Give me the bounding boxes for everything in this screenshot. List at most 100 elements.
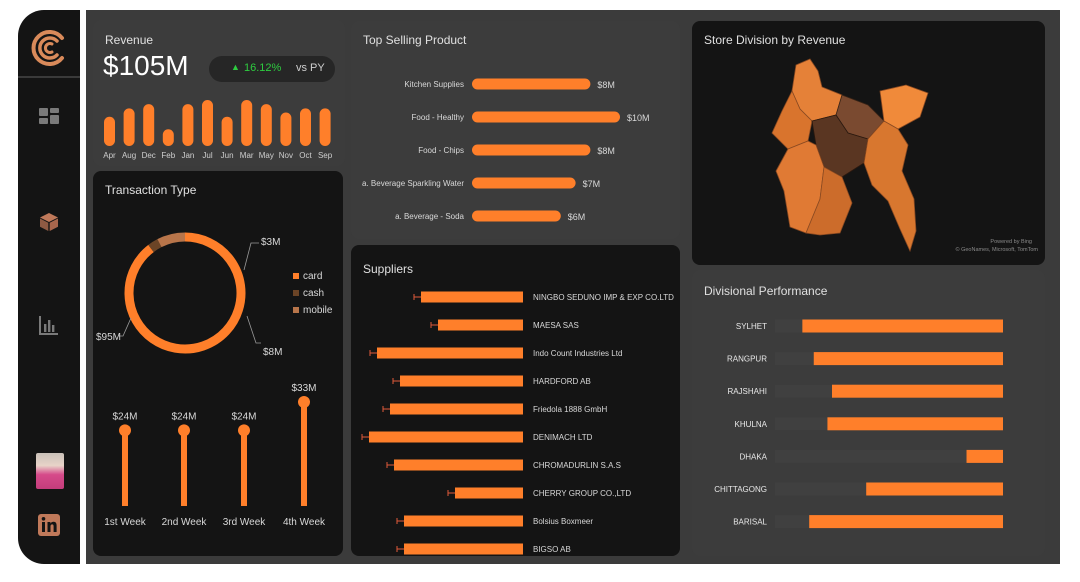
- product-label: a. Beverage Sparkling Water: [362, 179, 464, 188]
- products-chart: Kitchen Supplies $8M Food - Healthy $10M Foo…: [362, 78, 650, 222]
- divisions-title: Divisional Performance: [704, 284, 828, 298]
- product-value: $8M: [597, 80, 615, 90]
- week-label: 2nd Week: [162, 517, 208, 528]
- supplier-label: DENIMACH LTD: [533, 433, 593, 442]
- transaction-card: Transaction Type $3M $8M $95M card cash mobil…: [93, 171, 343, 556]
- divisions-card: Divisional Performance SYLHET RANGPUR RAJS…: [692, 270, 1045, 556]
- month-label: Jun: [221, 151, 234, 160]
- month-label: Nov: [279, 151, 293, 160]
- month-label: Jan: [181, 151, 194, 160]
- revenue-title: Revenue: [105, 33, 154, 47]
- division-fill: [813, 352, 1003, 366]
- supplier-label: CHROMADURLIN S.A.S: [533, 461, 621, 470]
- supplier-bar: [369, 431, 523, 443]
- leader-line-card: [119, 317, 132, 337]
- map-credit-line2: © GeoNames, Microsoft, TomTom: [956, 246, 1039, 253]
- legend-label-mobile: mobile: [303, 305, 333, 316]
- revenue-month-chart: Apr Aug Dec Feb Jan Jul Jun Mar May Nov Oct Sep: [103, 100, 333, 160]
- revenue-bar-oct: [300, 108, 311, 146]
- linkedin-icon[interactable]: [37, 513, 61, 537]
- bar-chart-nav-icon[interactable]: [37, 313, 61, 337]
- week-stem-3: [241, 430, 247, 506]
- divisions-chart: SYLHET RANGPUR RAJSHAHI KHULNA DHAKA CHITTAGO…: [714, 319, 1003, 529]
- revenue-bar-jul: [202, 100, 213, 146]
- growth-pill: ▲ 16.12% vs PY: [209, 56, 335, 82]
- week-dot-2: [178, 424, 190, 437]
- leader-line-cash: [243, 242, 259, 271]
- revenue-bar-dec: [143, 104, 155, 146]
- product-value: $10M: [627, 113, 650, 123]
- supplier-bar: [390, 403, 523, 415]
- map-title: Store Division by Revenue: [704, 33, 846, 47]
- supplier-label: NINGBO SEDUNO IMP & EXP CO.LTD: [533, 293, 674, 302]
- supplier-label: Bolsius Boxmeer: [533, 517, 593, 526]
- revenue-bar-sep: [319, 108, 331, 146]
- division-fill: [809, 515, 1003, 529]
- dashboard-nav-icon[interactable]: [37, 105, 61, 129]
- product-bar: [472, 144, 591, 156]
- products-card: Top Selling Product Kitchen Supplies $8M F…: [351, 21, 680, 239]
- product-label: Kitchen Supplies: [404, 80, 464, 89]
- brand-logo-icon: [31, 30, 64, 66]
- product-value: $7M: [583, 179, 601, 189]
- product-bar: [472, 210, 561, 222]
- donut-slice-cash: [148, 239, 162, 253]
- growth-percent: 16.12%: [244, 62, 282, 74]
- month-label: Sep: [318, 151, 333, 160]
- up-arrow-icon: ▲: [231, 62, 240, 72]
- bangladesh-map[interactable]: Powered by Bing © GeoNames, Microsoft, T…: [692, 21, 1045, 265]
- suppliers-title: Suppliers: [363, 262, 414, 276]
- region-barisal: [805, 166, 853, 236]
- division-label: DHAKA: [739, 452, 767, 461]
- month-label: Apr: [103, 151, 116, 160]
- division-label: SYLHET: [736, 322, 767, 331]
- map-card: Store Division by Revenue Powered by Bin…: [692, 21, 1045, 265]
- revenue-bar-mar: [241, 100, 253, 146]
- product-value: $8M: [597, 146, 615, 156]
- supplier-bar: [377, 347, 523, 359]
- supplier-bar: [400, 375, 523, 387]
- month-label: Feb: [161, 151, 175, 160]
- supplier-bar: [455, 487, 523, 499]
- revenue-bar-apr: [104, 116, 115, 146]
- map-credit-line1: Powered by Bing: [990, 239, 1032, 245]
- month-label: Oct: [299, 151, 312, 160]
- product-value: $6M: [568, 212, 586, 222]
- division-label: RAJSHAHI: [727, 387, 767, 396]
- division-label: RANGPUR: [727, 355, 767, 364]
- user-avatar[interactable]: [36, 453, 64, 489]
- division-fill: [802, 319, 1003, 333]
- legend-swatch-card: [293, 273, 299, 279]
- month-label: Jul: [202, 151, 212, 160]
- division-fill: [832, 384, 1003, 398]
- division-fill: [827, 417, 1003, 431]
- supplier-bar: [404, 543, 523, 555]
- box-nav-icon[interactable]: [37, 210, 61, 234]
- revenue-bar-jun: [221, 116, 233, 146]
- products-title: Top Selling Product: [363, 33, 467, 47]
- week-stem-4: [301, 402, 307, 506]
- week-dot-4: [298, 396, 310, 408]
- week-dot-1: [119, 424, 131, 437]
- division-label: KHULNA: [735, 420, 768, 429]
- revenue-bar-jan: [182, 104, 194, 146]
- sidebar: [18, 10, 80, 564]
- revenue-bar-feb: [162, 129, 174, 146]
- product-label: Food - Chips: [418, 146, 464, 155]
- month-label: May: [259, 151, 274, 160]
- week-stem-1: [122, 430, 128, 506]
- division-label: BARISAL: [733, 518, 767, 527]
- suppliers-card: Suppliers NINGBO SEDUNO IMP & EXP CO.LTD…: [351, 245, 680, 556]
- product-bar: [472, 78, 591, 90]
- supplier-label: HARDFORD AB: [533, 377, 591, 386]
- product-bar: [472, 177, 576, 189]
- logo: [18, 10, 80, 78]
- product-label: a. Beverage - Soda: [395, 212, 464, 221]
- supplier-label: Indo Count Industries Ltd: [533, 349, 622, 358]
- revenue-bar-may: [260, 104, 272, 146]
- week-dot-3: [238, 424, 250, 437]
- transaction-chart: $3M $8M $95M card cash mobile $24M 1st Week $24M…: [96, 232, 333, 528]
- supplier-label: Friedola 1888 GmbH: [533, 405, 607, 414]
- label-cash: $3M: [261, 237, 280, 248]
- week-value-label: $24M: [231, 411, 256, 422]
